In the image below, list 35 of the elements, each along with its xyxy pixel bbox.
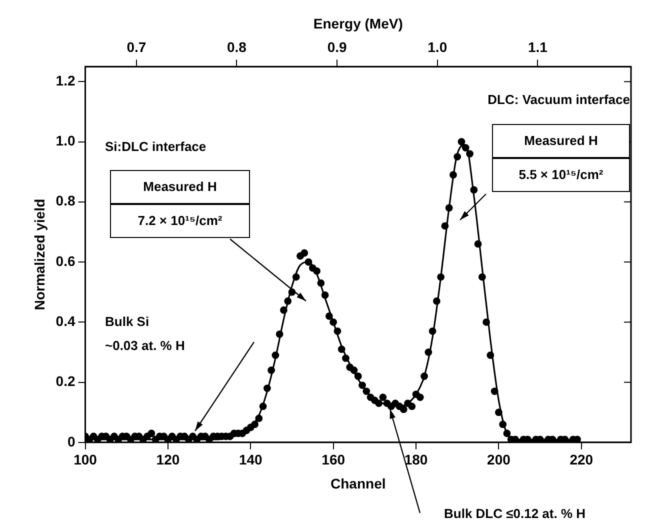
y-tick-label: 0.2 [56, 373, 76, 390]
x2-tick-label: 1.1 [528, 39, 548, 56]
y-tick-label: 1.2 [56, 72, 76, 88]
x2-tick-label: 0.9 [327, 39, 348, 56]
annotation: Si:DLC interface [105, 139, 206, 155]
annotation: Measured H [524, 133, 598, 149]
x2-tick-label: 0.7 [126, 39, 146, 56]
annotation: 5.5 × 10¹⁵/cm² [518, 167, 604, 183]
x2-tick-label: 0.8 [227, 39, 247, 56]
y-tick-label: 0.6 [56, 252, 76, 269]
y-axis-title: Normalized yield [31, 198, 48, 310]
text: Bulk DLC ≤0.12 at. % H [444, 506, 586, 522]
text-box: 5.5 × 10¹⁵/cm² [492, 158, 630, 192]
x-tick-label: 140 [238, 452, 263, 468]
text-box: Measured H [110, 170, 250, 204]
x2-axis-title: Energy (MeV) [313, 15, 403, 32]
x-tick-label: 200 [487, 452, 511, 468]
text-box: Measured H [492, 124, 630, 158]
y-tick-label: 0 [67, 433, 76, 450]
x-tick-label: 160 [322, 452, 346, 468]
annotation: Measured H [143, 179, 217, 195]
annotation: Bulk Si [105, 314, 150, 330]
annotation: DLC: Vacuum interface [488, 92, 630, 108]
annotation: 7.2 × 10¹⁵/cm² [138, 213, 222, 229]
x-tick-label: 100 [74, 452, 98, 468]
x-tick-label: 120 [156, 452, 180, 468]
y-tick-label: 0.8 [56, 192, 76, 209]
x2-tick-label: 1.0 [428, 39, 448, 56]
text-box: 7.2 × 10¹⁵/cm² [110, 204, 250, 238]
x-tick-label: 180 [404, 452, 428, 468]
y-tick-label: 1.0 [56, 132, 76, 149]
annotation: ~0.03 at. % H [105, 338, 185, 354]
y-tick-label: 0.4 [56, 313, 76, 330]
x-tick-label: 220 [570, 452, 594, 468]
x-axis-title: Channel [330, 475, 386, 492]
